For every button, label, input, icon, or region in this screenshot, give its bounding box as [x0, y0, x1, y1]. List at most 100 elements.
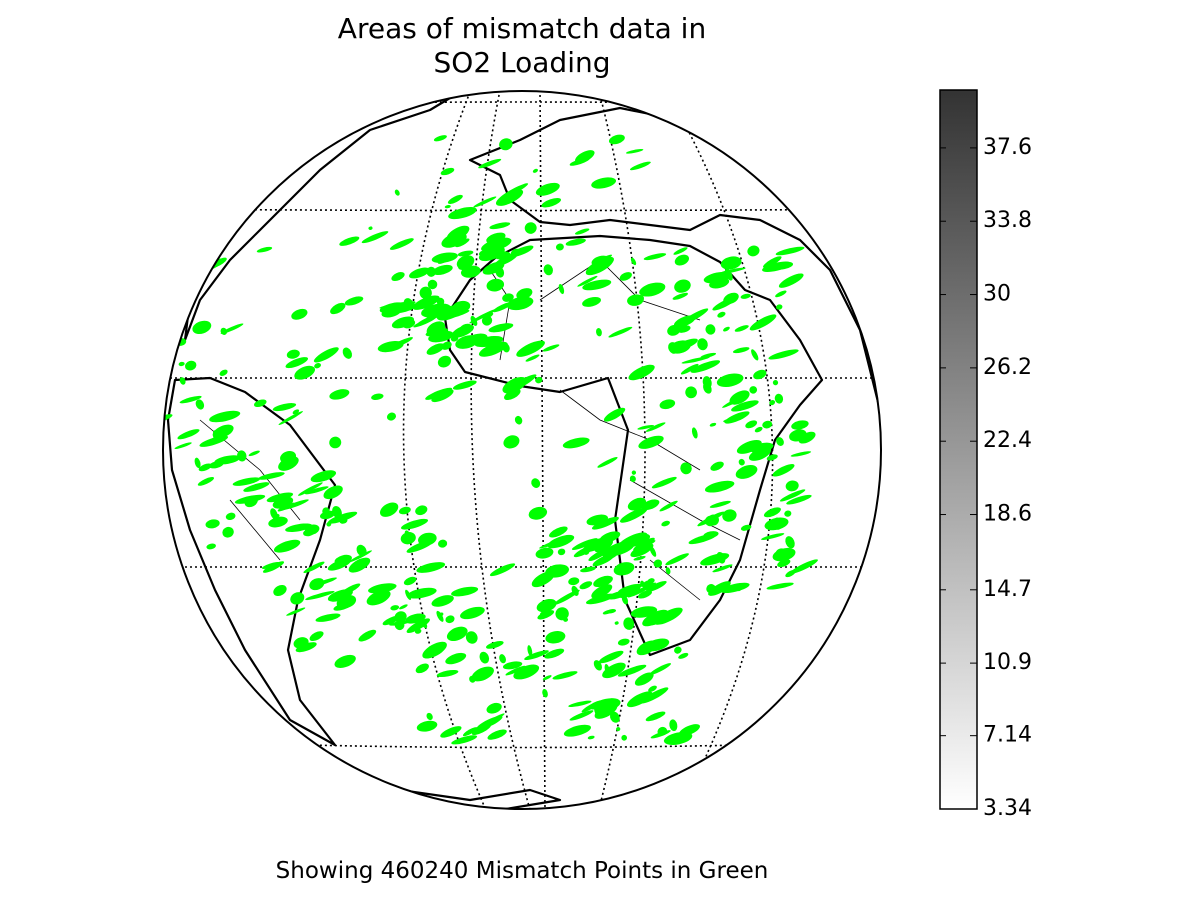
- mismatch-blob: [614, 621, 619, 625]
- mismatch-blob: [630, 161, 651, 171]
- mismatch-blob: [486, 641, 504, 649]
- map-title: Areas of mismatch data in SO2 Loading: [338, 12, 706, 79]
- mismatch-blob: [784, 510, 792, 517]
- mismatch-blob: [209, 410, 241, 423]
- mismatch-blob: [394, 189, 400, 196]
- mismatch-blob: [619, 507, 648, 523]
- mismatch-blob: [661, 520, 670, 527]
- mismatch-blob: [273, 539, 301, 553]
- mismatch-blob: [436, 669, 459, 678]
- mismatch-blob: [310, 470, 337, 483]
- mismatch-blob: [579, 581, 593, 590]
- mismatch-blob: [327, 558, 352, 571]
- mismatch-blob: [763, 507, 781, 518]
- mismatch-blob: [272, 403, 297, 412]
- mismatch-blob: [645, 638, 670, 652]
- mismatch-blob: [163, 414, 173, 424]
- mismatch-blob: [745, 420, 758, 429]
- mismatch-blob: [403, 576, 417, 586]
- mismatch-blob: [734, 325, 749, 332]
- mismatch-blob: [258, 472, 285, 480]
- mismatch-blob: [735, 465, 758, 479]
- mismatch-blob: [248, 179, 264, 187]
- mismatch-blob: [678, 724, 700, 737]
- mismatch-blob: [206, 543, 216, 550]
- mismatch-blob: [177, 429, 200, 440]
- mismatch-blob: [648, 685, 657, 692]
- mismatch-blob: [414, 628, 422, 634]
- colorbar-tick-label: 7.14: [983, 723, 1032, 748]
- mismatch-blob: [313, 347, 339, 363]
- mismatch-blob: [504, 388, 521, 400]
- mismatch-blob: [320, 510, 335, 520]
- mismatch-blob: [481, 315, 493, 326]
- mismatch-blob: [431, 595, 454, 607]
- mismatch-blob: [125, 285, 156, 304]
- mismatch-blob: [774, 393, 784, 404]
- meridian: [470, 91, 531, 809]
- mismatch-blob: [659, 500, 678, 512]
- mismatch-blob: [336, 595, 357, 609]
- mismatch-blob: [766, 582, 794, 590]
- mismatch-blob: [720, 256, 742, 270]
- mismatch-blob: [377, 341, 404, 353]
- mismatch-blob: [568, 700, 592, 707]
- mismatch-blob: [740, 293, 751, 299]
- mismatch-blob: [486, 702, 502, 714]
- mismatch-blob: [327, 589, 353, 602]
- mismatch-blob: [630, 257, 637, 266]
- mismatch-blob: [665, 567, 671, 575]
- mismatch-blob: [499, 654, 506, 664]
- mismatch-blob: [588, 548, 610, 562]
- mismatch-blob: [549, 526, 568, 538]
- mismatch-blob: [234, 494, 266, 504]
- africa: [443, 234, 824, 657]
- mismatch-blob: [462, 727, 478, 737]
- mismatch-blob: [327, 511, 358, 524]
- mismatch-blob: [776, 304, 783, 310]
- mismatch-blob: [198, 463, 212, 472]
- mismatch-blob: [445, 652, 467, 665]
- mismatch-blob: [412, 295, 440, 310]
- mismatch-blob: [761, 533, 785, 540]
- mismatch-blob: [262, 561, 285, 573]
- mismatch-blob: [458, 323, 472, 334]
- mismatch-blob: [619, 532, 648, 547]
- mismatch-blob: [785, 569, 796, 578]
- mismatch-blob: [759, 321, 766, 326]
- mismatch-blob: [591, 537, 610, 551]
- mismatch-blob: [587, 735, 595, 740]
- mismatch-blob: [667, 324, 681, 336]
- mismatch-blob: [776, 437, 784, 446]
- mismatch-blob: [665, 553, 689, 566]
- mismatch-blob: [738, 458, 745, 466]
- mismatch-blob: [486, 278, 505, 292]
- mismatch-blob: [653, 607, 683, 625]
- mismatch-blob: [254, 399, 267, 408]
- mismatch-blob: [608, 326, 633, 338]
- mismatch-blob: [571, 538, 598, 550]
- mismatch-blob: [775, 290, 787, 298]
- mismatch-blob: [778, 273, 804, 288]
- mismatch-blob: [762, 420, 773, 429]
- mismatch-blob: [278, 411, 303, 425]
- mismatch-blob: [403, 298, 414, 311]
- mismatch-blob: [731, 400, 759, 412]
- mismatch-blob: [785, 480, 799, 492]
- mismatch-blob: [503, 435, 520, 449]
- mismatch-blob: [763, 256, 782, 268]
- mismatch-blob: [651, 476, 677, 489]
- mismatch-blob: [700, 352, 717, 359]
- mismatch-blob: [542, 688, 548, 698]
- mismatch-blob: [436, 297, 445, 306]
- mismatch-blob: [569, 710, 594, 721]
- mismatch-blob: [685, 386, 697, 399]
- mismatch-blob: [163, 246, 167, 257]
- mismatch-blob: [330, 302, 346, 315]
- mismatch-blob: [416, 562, 446, 573]
- mismatch-blob: [708, 581, 731, 596]
- mismatch-blob: [268, 516, 288, 528]
- mismatch-blob: [571, 585, 579, 596]
- mismatch-blob: [552, 671, 578, 680]
